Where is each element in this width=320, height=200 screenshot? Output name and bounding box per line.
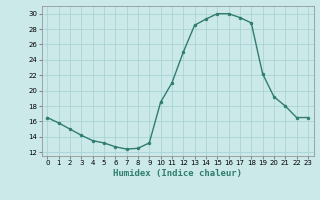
X-axis label: Humidex (Indice chaleur): Humidex (Indice chaleur): [113, 169, 242, 178]
